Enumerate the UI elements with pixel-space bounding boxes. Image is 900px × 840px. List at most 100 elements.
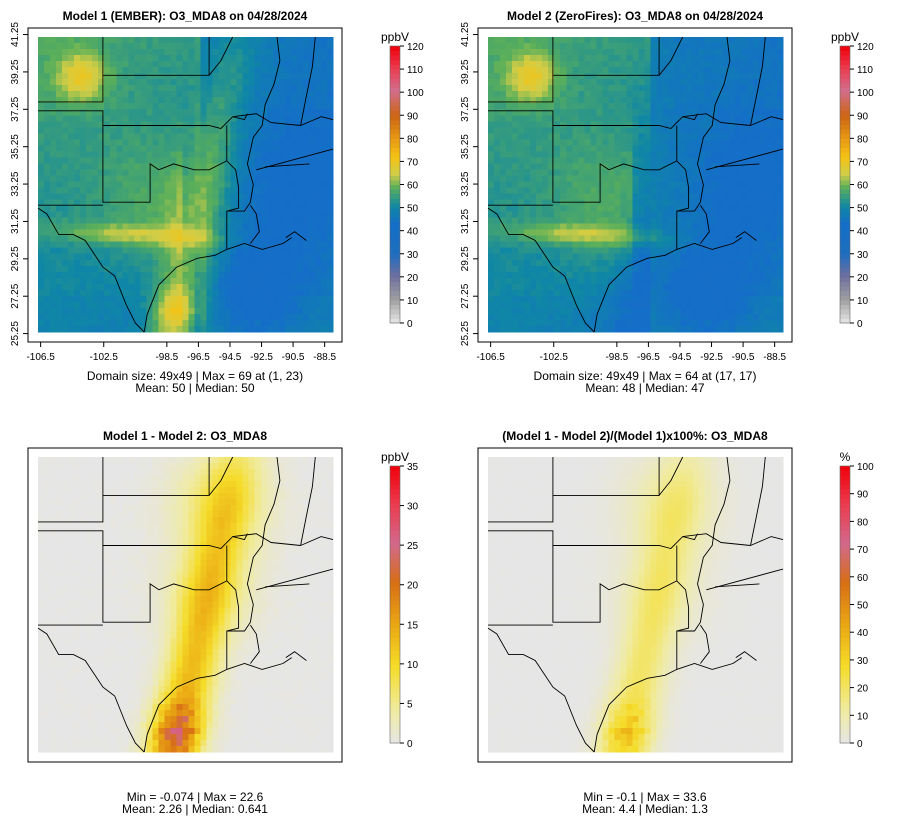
heatmap-cell bbox=[242, 289, 250, 297]
heatmap-cell bbox=[752, 199, 760, 206]
heatmap-cell bbox=[716, 289, 724, 297]
heatmap-cell bbox=[80, 127, 87, 134]
heatmap-cell bbox=[134, 133, 141, 140]
heatmap-cell bbox=[590, 295, 597, 303]
heatmap-cell bbox=[314, 139, 322, 146]
heatmap-cell bbox=[278, 139, 286, 146]
heatmap-cell bbox=[602, 139, 609, 146]
heatmap-cell bbox=[758, 307, 766, 315]
heatmap-cell bbox=[536, 169, 543, 176]
heatmap-cell bbox=[764, 91, 772, 98]
heatmap-cell bbox=[644, 175, 651, 182]
colorbar-swatch bbox=[390, 133, 400, 139]
heatmap-cell bbox=[704, 319, 712, 327]
heatmap-cell bbox=[116, 289, 123, 297]
heatmap-cell bbox=[140, 307, 147, 315]
heatmap-cell bbox=[674, 295, 682, 303]
heatmap-cell bbox=[506, 283, 513, 291]
heatmap-cell bbox=[62, 121, 69, 128]
heatmap-cell bbox=[500, 157, 507, 164]
heatmap-cell bbox=[662, 211, 670, 219]
heatmap-cell bbox=[770, 67, 778, 74]
heatmap-cell bbox=[602, 79, 609, 86]
heatmap-cell bbox=[140, 169, 147, 176]
heatmap-cell bbox=[548, 103, 555, 110]
heatmap-cell bbox=[98, 145, 105, 152]
heatmap-cell bbox=[194, 265, 201, 273]
heatmap-cell bbox=[188, 229, 195, 237]
heatmap-cell bbox=[86, 229, 93, 237]
heatmap-cell bbox=[170, 157, 177, 164]
heatmap-cell bbox=[164, 145, 171, 152]
heatmap-cell bbox=[746, 163, 754, 170]
heatmap-cell bbox=[512, 265, 519, 273]
heatmap-cell bbox=[500, 283, 507, 291]
heatmap-cell bbox=[188, 163, 195, 170]
heatmap-cell bbox=[524, 283, 531, 291]
heatmap-cell bbox=[140, 199, 147, 206]
heatmap-cell bbox=[584, 115, 591, 122]
heatmap-cell bbox=[194, 307, 201, 315]
heatmap-cell bbox=[506, 121, 513, 128]
heatmap-cell bbox=[650, 37, 657, 44]
heatmap-cell bbox=[602, 217, 609, 225]
heatmap-cell bbox=[194, 223, 201, 231]
heatmap-cell bbox=[92, 85, 99, 92]
heatmap-cell bbox=[506, 277, 513, 285]
heatmap-cell bbox=[608, 175, 615, 182]
heatmap-cell bbox=[710, 229, 718, 237]
heatmap-cell bbox=[596, 271, 603, 279]
heatmap-cell bbox=[224, 319, 232, 327]
heatmap-cell bbox=[710, 295, 718, 303]
heatmap-cell bbox=[632, 169, 639, 176]
heatmap-cell bbox=[188, 253, 195, 261]
heatmap-cell bbox=[152, 121, 159, 128]
heatmap-cell bbox=[536, 37, 543, 44]
heatmap-cell bbox=[236, 61, 244, 68]
heatmap-cell bbox=[608, 67, 615, 74]
heatmap-cell bbox=[62, 199, 69, 206]
heatmap-cell bbox=[578, 163, 585, 170]
heatmap-cell bbox=[644, 55, 651, 62]
heatmap-cell bbox=[764, 169, 772, 176]
heatmap-cell bbox=[200, 169, 207, 176]
heatmap-cell bbox=[86, 67, 93, 74]
heatmap-cell bbox=[212, 121, 220, 128]
heatmap-cell bbox=[650, 181, 657, 188]
heatmap-cell bbox=[110, 169, 117, 176]
heatmap-cell bbox=[542, 85, 549, 92]
heatmap-cell bbox=[740, 235, 748, 243]
heatmap-cell bbox=[230, 241, 238, 249]
heatmap-cell bbox=[656, 229, 663, 237]
heatmap-cell bbox=[116, 115, 123, 122]
heatmap-cell bbox=[524, 55, 531, 62]
heatmap-cell bbox=[116, 43, 123, 50]
heatmap-cell bbox=[542, 133, 549, 140]
heatmap-cell bbox=[710, 199, 718, 206]
heatmap-cell bbox=[116, 97, 123, 104]
heatmap-cell bbox=[548, 121, 555, 128]
heatmap-cell bbox=[38, 121, 45, 128]
heatmap-cell bbox=[284, 211, 292, 219]
heatmap-cell bbox=[572, 145, 579, 152]
heatmap-cell bbox=[530, 265, 537, 273]
heatmap-cell bbox=[152, 211, 159, 219]
heatmap-cell bbox=[548, 85, 555, 92]
heatmap-cell bbox=[128, 73, 135, 80]
heatmap-cell bbox=[674, 235, 682, 243]
heatmap-cell bbox=[170, 79, 177, 86]
heatmap-cell bbox=[194, 319, 201, 327]
heatmap-cell bbox=[728, 67, 736, 74]
heatmap-cell bbox=[560, 217, 567, 225]
heatmap-cell bbox=[716, 229, 724, 237]
heatmap-cell bbox=[596, 85, 603, 92]
heatmap-cell bbox=[320, 139, 328, 146]
heatmap-cell bbox=[164, 151, 171, 158]
heatmap-cell bbox=[104, 115, 111, 122]
heatmap-cell bbox=[98, 103, 105, 110]
heatmap-cell bbox=[314, 229, 322, 237]
heatmap-cell bbox=[512, 289, 519, 297]
heatmap-cell bbox=[176, 115, 183, 122]
heatmap-cell bbox=[278, 295, 286, 303]
heatmap-cell bbox=[176, 205, 183, 212]
